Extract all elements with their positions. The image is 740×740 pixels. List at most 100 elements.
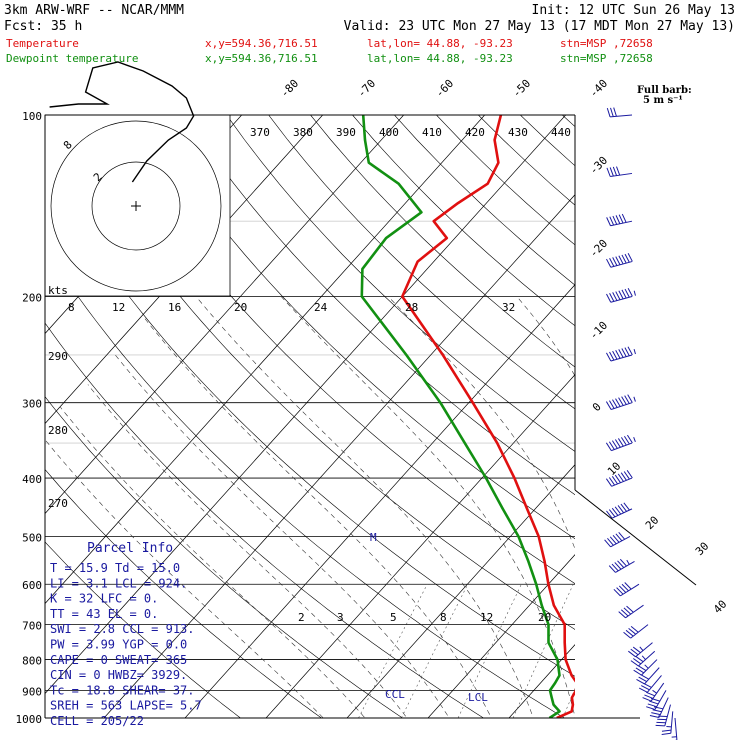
dry-adiabat <box>520 115 575 167</box>
isotherm-line <box>346 464 575 718</box>
theta-label: 430 <box>508 126 528 139</box>
wind-barb <box>623 624 649 639</box>
theta-label: 420 <box>465 126 485 139</box>
mixing-ratio-label: 5 <box>390 611 397 624</box>
pressure-label: 1000 <box>16 713 43 726</box>
theta-label: 410 <box>422 126 442 139</box>
legend-temperature-xy: x,y=594.36,716.51 <box>205 37 318 50</box>
wind-barb <box>613 582 640 597</box>
dry-adiabat <box>100 115 575 584</box>
dry-adiabat <box>268 115 575 410</box>
isotherm-label: 0 <box>590 400 604 414</box>
wind-barb <box>661 711 674 735</box>
init-time: Init: 12 UTC Sun 26 May 13 <box>532 3 736 18</box>
barb-key-line1: Full barb: <box>637 85 692 96</box>
mixing-ratio-line <box>358 584 428 718</box>
pressure-label: 800 <box>22 655 42 668</box>
isotherm-line <box>671 115 740 718</box>
wind-barb <box>605 470 633 487</box>
dry-adiabat <box>562 115 575 128</box>
dry-adiabat <box>394 115 575 286</box>
theta-label: 440 <box>551 126 571 139</box>
isotherm-line <box>103 194 575 718</box>
isotherm-label: -70 <box>355 77 378 100</box>
parcel-info-row: CELL = 205/22 <box>50 714 144 728</box>
legend-dewpoint: Dewpoint temperature <box>6 52 138 65</box>
isotherm-label: -60 <box>433 77 456 100</box>
isotherm-label: -20 <box>587 237 610 260</box>
mixing-ratio-label: 3 <box>337 611 344 624</box>
dry-adiabat <box>184 115 575 496</box>
isotherm-line <box>45 115 404 515</box>
isotherm-label: 10 <box>605 460 624 479</box>
wind-barbs <box>604 107 678 740</box>
wind-barb <box>605 434 636 452</box>
isotherm-line <box>508 644 575 718</box>
m-label: M <box>370 531 377 544</box>
frame-slant <box>574 489 697 586</box>
wind-barb <box>633 659 658 676</box>
pressure-label: 400 <box>22 473 42 486</box>
mixing-ratio-label: 2 <box>298 611 305 624</box>
parcel-info-panel: Parcel Info T = 15.9 Td = 15.0LI = 3.1 L… <box>50 531 488 728</box>
moist-adiabat <box>646 297 700 731</box>
mixing-ratio-label: 8 <box>440 611 447 624</box>
isotherm-label: -50 <box>510 77 533 100</box>
isotherm-label: 20 <box>643 514 662 533</box>
model-title: 3km ARW-WRF -- NCAR/MMM <box>4 3 184 18</box>
legend-temperature: Temperature <box>6 37 79 50</box>
pressure-label: 700 <box>22 620 42 633</box>
dewpoint-profile <box>360 115 561 718</box>
dry-adiabat <box>310 115 575 368</box>
legend-dewpoint-stn: stn=MSP ,72658 <box>560 52 653 65</box>
pressure-label: 600 <box>22 579 42 592</box>
isotherm-label: 40 <box>711 598 730 617</box>
dry-adiabat <box>478 115 575 206</box>
theta-label: 400 <box>379 126 399 139</box>
wind-barb <box>606 346 636 362</box>
moist-adiabat <box>195 296 534 718</box>
dry-adiabat <box>45 322 485 718</box>
dry-adiabat <box>142 115 575 540</box>
hodograph-trace <box>49 61 195 183</box>
kts-label: kts <box>48 284 68 297</box>
isotherm-line <box>265 374 575 718</box>
wind-barb <box>649 697 669 719</box>
hodograph: 82 <box>44 61 231 297</box>
wind-barb <box>605 394 636 410</box>
hodo-speed-label: 16 <box>168 301 181 314</box>
parcel-info-row: PW = 3.99 YGP = 0.0 <box>50 638 187 652</box>
mixing-ratio-label: 20 <box>538 611 551 624</box>
moist-adiabat <box>142 315 492 718</box>
legend-temperature-latlon: lat,lon= 44.88, -93.23 <box>367 37 513 50</box>
wind-barb <box>628 642 653 658</box>
parcel-info-row: SREH = 563 LAPSE= 5.7 <box>50 699 202 713</box>
wind-barb <box>630 650 656 667</box>
theta-label: 370 <box>250 126 270 139</box>
parcel-info-title: Parcel Info <box>87 541 173 556</box>
isotherm-line <box>184 284 575 718</box>
mixing-ratio-label: 12 <box>480 611 493 624</box>
hodo-speed-label: 20 <box>234 301 247 314</box>
wind-barb <box>636 667 660 685</box>
valid-time: Valid: 23 UTC Mon 27 May 13 (17 MDT Mon … <box>344 19 735 34</box>
hodograph-ring-inner <box>91 161 181 251</box>
wind-barb <box>606 166 633 177</box>
wind-barb <box>606 253 633 268</box>
parcel-info-row: LI = 3.1 LCL = 924. <box>50 576 187 590</box>
mixing-ratio-line <box>628 584 681 718</box>
isotherm-label: -80 <box>278 77 301 100</box>
hodo-speed-label: 28 <box>405 301 418 314</box>
dry-adiabat <box>352 115 575 327</box>
wind-barb <box>606 107 633 118</box>
temperature-profile <box>401 115 575 718</box>
legend-dewpoint-latlon: lat,lon= 44.88, -93.23 <box>367 52 513 65</box>
hodo-speed-label: 12 <box>112 301 125 314</box>
forecast-hour: Fcst: 35 h <box>4 19 82 34</box>
barb-key-line2: 5 m s⁻¹ <box>643 95 683 106</box>
wind-barb <box>606 502 633 519</box>
wind-barb <box>606 213 633 227</box>
pressure-label: 100 <box>22 110 42 123</box>
theta-label-left: 280 <box>48 424 68 437</box>
